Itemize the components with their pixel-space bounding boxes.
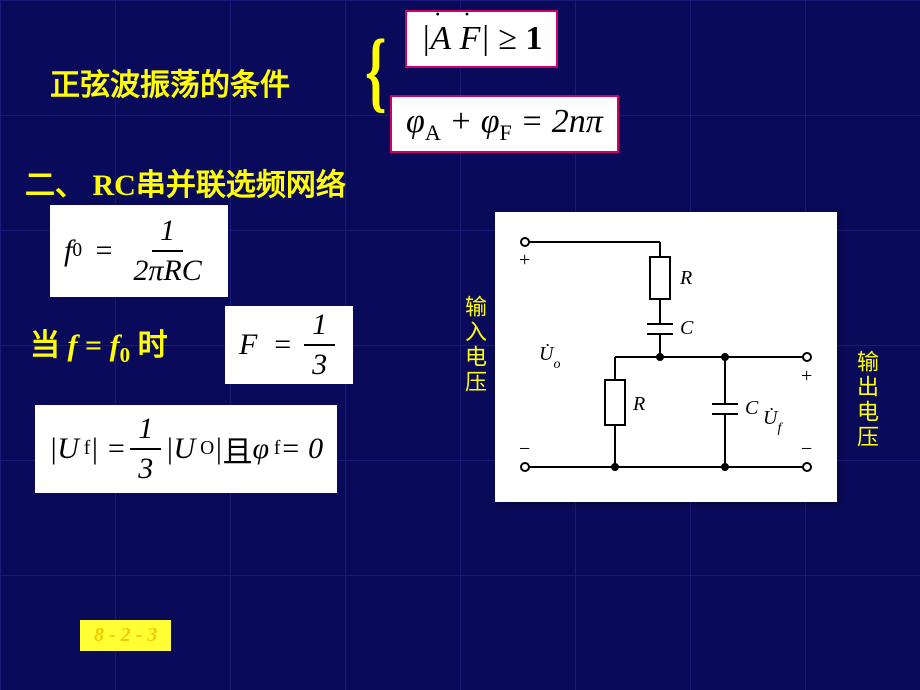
plus-right: + xyxy=(801,365,812,387)
formula-f0: f0 = 1 2πRC xyxy=(50,205,228,297)
formula-feedback-factor: F = 1 3 xyxy=(225,306,353,384)
title-conditions: 正弦波振荡的条件 xyxy=(50,60,290,104)
brace-icon: { xyxy=(365,20,386,123)
formula-amplitude-condition: |A· F·| ≥ 1 xyxy=(405,10,558,68)
formula-phase-condition: φA + φF = 2nπ xyxy=(390,95,619,153)
label-Uf: U̇f xyxy=(763,406,783,436)
circuit-diagram: R C R C U̇o U̇f + − + − xyxy=(495,212,837,502)
slide-number: 8 - 2 - 3 xyxy=(80,620,171,651)
minus-right: − xyxy=(801,438,812,460)
label-C2: C xyxy=(745,397,759,419)
label-R1: R xyxy=(679,267,692,289)
label-R2: R xyxy=(632,393,645,415)
label-Uo: U̇o xyxy=(539,342,560,372)
label-output-voltage: 输出电压 xyxy=(850,350,882,450)
title-rc-network: 二、 RC串并联选频网络 xyxy=(25,160,346,204)
label-input-voltage: 输入电压 xyxy=(458,295,490,395)
label-C1: C xyxy=(680,317,694,339)
plus-left: + xyxy=(519,249,530,271)
formula-uf: |U f| = 1 3 |U O| 且 φ f = 0 xyxy=(35,405,337,493)
minus-left: − xyxy=(519,438,530,460)
text-when-f-equals-f0: 当 f = f0 时 xyxy=(30,320,168,368)
